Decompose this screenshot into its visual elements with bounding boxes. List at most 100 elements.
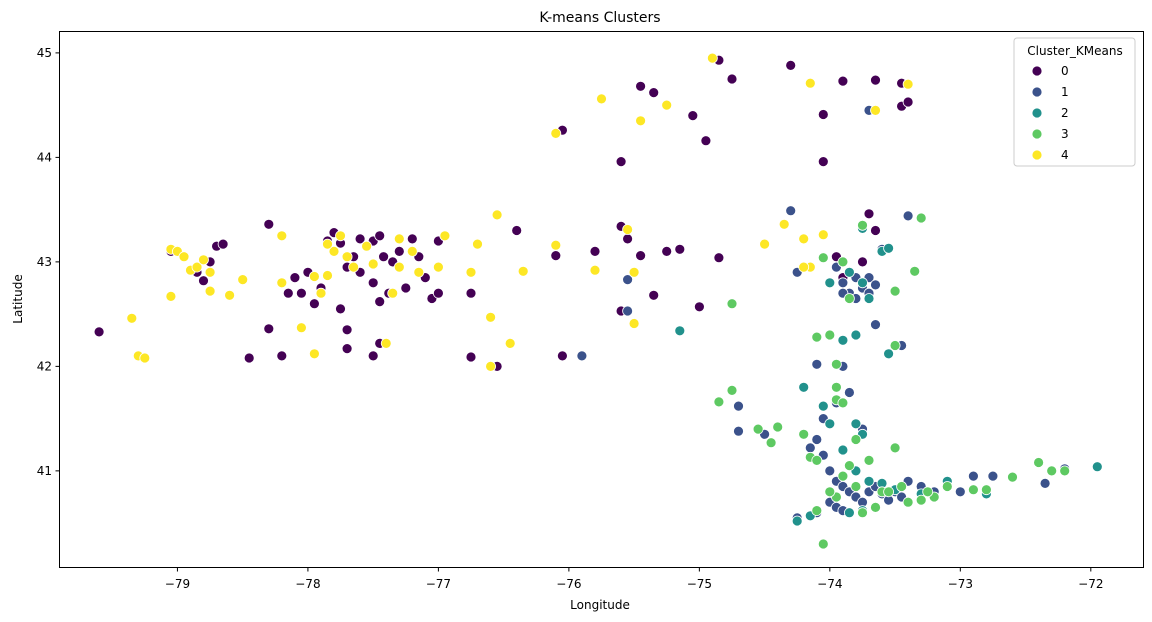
data-point-cluster-4 <box>465 266 477 278</box>
data-point-cluster-0 <box>557 350 568 362</box>
data-point-cluster-0 <box>785 60 797 71</box>
data-point-cluster-4 <box>596 93 607 105</box>
data-point-cluster-0 <box>674 243 686 255</box>
data-point-cluster-3 <box>824 486 836 498</box>
data-point-cluster-4 <box>224 289 236 301</box>
legend-label-4: 4 <box>1061 148 1069 162</box>
data-point-cluster-3 <box>811 454 823 466</box>
legend-label-3: 3 <box>1061 127 1069 141</box>
data-point-cluster-2 <box>798 381 810 393</box>
data-point-cluster-4 <box>589 264 601 276</box>
data-point-cluster-4 <box>276 230 288 242</box>
x-axis-title: Longitude <box>570 598 630 612</box>
data-point-cluster-1 <box>968 470 979 482</box>
data-point-cluster-0 <box>378 251 390 263</box>
data-point-cluster-0 <box>902 96 914 108</box>
data-point-cluster-4 <box>485 311 497 323</box>
data-point-cluster-0 <box>465 287 477 299</box>
data-point-cluster-0 <box>393 245 405 257</box>
data-point-cluster-0 <box>367 277 379 289</box>
data-point-cluster-4 <box>348 261 360 273</box>
legend-box <box>1013 37 1136 167</box>
data-point-cluster-4 <box>504 337 516 349</box>
data-point-cluster-4 <box>165 290 177 302</box>
data-point-cluster-0 <box>341 324 353 336</box>
data-point-cluster-2 <box>863 293 875 304</box>
data-point-cluster-2 <box>674 325 686 337</box>
data-point-cluster-3 <box>915 494 927 506</box>
data-point-cluster-0 <box>870 74 881 86</box>
data-point-cluster-0 <box>93 326 105 338</box>
data-point-cluster-0 <box>282 287 294 299</box>
data-point-cluster-3 <box>1007 471 1018 483</box>
data-point-cluster-3 <box>831 358 842 370</box>
data-point-cluster-0 <box>263 323 275 335</box>
x-tick-label: −73 <box>948 577 973 591</box>
data-point-cluster-4 <box>126 312 138 324</box>
data-point-cluster-4 <box>707 52 718 64</box>
data-point-cluster-2 <box>863 475 875 487</box>
data-point-cluster-0 <box>713 252 725 264</box>
data-point-cluster-0 <box>622 233 633 245</box>
data-point-cluster-3 <box>837 397 849 409</box>
points-layer <box>93 52 1103 550</box>
data-point-cluster-0 <box>400 282 412 294</box>
data-point-cluster-2 <box>844 266 855 278</box>
data-point-cluster-0 <box>308 298 320 310</box>
data-point-cluster-0 <box>615 156 627 168</box>
data-point-cluster-4 <box>315 287 327 299</box>
data-point-cluster-3 <box>909 265 921 277</box>
data-point-cluster-4 <box>635 115 646 127</box>
data-point-cluster-0 <box>817 156 829 168</box>
data-point-cluster-1 <box>870 319 881 331</box>
data-point-cluster-0 <box>661 245 673 257</box>
data-point-cluster-0 <box>198 275 209 287</box>
data-point-cluster-1 <box>837 277 849 289</box>
x-tick-label: −76 <box>556 577 581 591</box>
data-point-cluster-3 <box>817 252 829 264</box>
data-point-cluster-4 <box>198 254 209 266</box>
data-point-cluster-4 <box>361 240 373 252</box>
data-point-cluster-2 <box>850 418 862 430</box>
data-point-cluster-1 <box>811 358 823 370</box>
data-point-cluster-0 <box>374 230 386 242</box>
data-point-cluster-2 <box>883 242 894 254</box>
y-axis: 41 42 43 44 45 <box>37 46 60 478</box>
data-point-cluster-2 <box>791 515 803 527</box>
y-tick-label: 42 <box>37 359 52 373</box>
data-point-cluster-4 <box>485 360 497 372</box>
chart-title: K-means Clusters <box>539 10 660 26</box>
data-point-cluster-3 <box>850 481 862 492</box>
data-point-cluster-4 <box>380 337 392 349</box>
data-point-cluster-3 <box>889 340 901 351</box>
legend-entries: 0 1 2 3 4 <box>1031 64 1069 162</box>
data-point-cluster-0 <box>863 208 875 220</box>
y-tick-label: 44 <box>37 150 52 164</box>
data-point-cluster-3 <box>902 496 914 508</box>
data-point-cluster-2 <box>837 444 849 456</box>
data-point-cluster-0 <box>289 272 301 284</box>
data-point-cluster-3 <box>844 293 855 304</box>
data-point-cluster-2 <box>850 329 862 341</box>
data-point-cluster-0 <box>687 110 699 121</box>
data-point-cluster-4 <box>191 261 203 273</box>
data-point-cluster-3 <box>824 329 836 341</box>
data-point-cluster-3 <box>857 507 868 519</box>
data-point-cluster-4 <box>367 258 379 270</box>
data-point-cluster-3 <box>941 481 953 492</box>
data-point-cluster-4 <box>308 271 320 282</box>
data-point-cluster-4 <box>308 348 320 360</box>
data-point-cluster-3 <box>1059 465 1071 477</box>
data-point-cluster-3 <box>968 484 979 496</box>
y-tick-label: 41 <box>37 464 52 478</box>
data-point-cluster-4 <box>413 266 425 278</box>
x-tick-label: −75 <box>687 577 712 591</box>
y-tick-label: 45 <box>37 46 52 60</box>
legend-marker-0 <box>1031 65 1043 77</box>
data-point-cluster-3 <box>981 484 992 496</box>
x-tick-label: −79 <box>165 577 190 591</box>
data-point-cluster-4 <box>387 287 399 299</box>
data-point-cluster-4 <box>393 261 405 273</box>
legend-marker-2 <box>1031 107 1043 119</box>
